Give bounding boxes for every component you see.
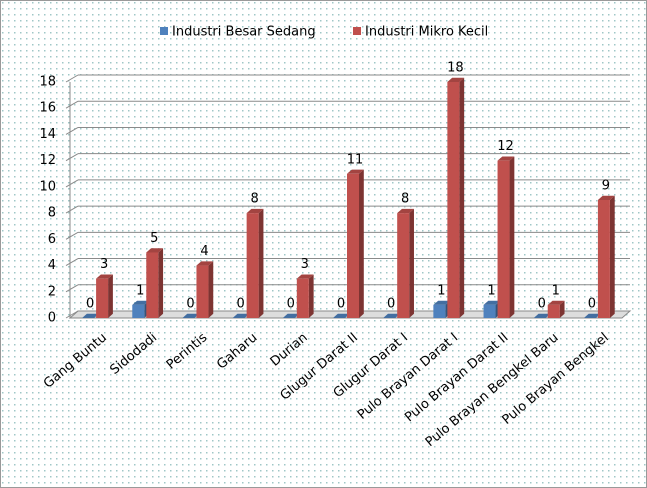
y-tick-label: 10 [39, 179, 56, 194]
bar-top [282, 313, 300, 318]
bar [497, 160, 510, 318]
bar-top [232, 313, 250, 318]
bar-top [597, 195, 615, 200]
y-tick-label: 16 [39, 101, 56, 116]
bar-top [533, 313, 551, 318]
bar-top [132, 300, 150, 305]
grid-slant [65, 205, 79, 214]
legend-label: Industri Besar Sedang [172, 25, 316, 40]
bar-top [497, 156, 515, 161]
bar-top [483, 300, 501, 305]
y-tick-label: 2 [48, 284, 56, 299]
bar-top [196, 261, 214, 266]
bar-top [146, 248, 164, 253]
bar-top [82, 313, 99, 318]
value-label: 0 [236, 297, 244, 312]
bar [196, 265, 209, 318]
grid-slant [65, 127, 79, 135]
bar [146, 252, 159, 318]
bar [96, 278, 109, 318]
bar-side [359, 169, 364, 318]
bar [246, 213, 259, 318]
grid-slant [65, 74, 79, 83]
bar-top [347, 169, 364, 174]
value-label: 0 [588, 297, 596, 312]
value-label: 11 [347, 152, 364, 167]
bar-top [296, 274, 314, 279]
grid-slant [65, 231, 79, 240]
value-label: 0 [337, 297, 345, 312]
legend-swatch [160, 27, 168, 35]
grid-slant [65, 153, 79, 162]
bar-side [459, 77, 465, 318]
bar [132, 304, 145, 318]
bar-top [383, 313, 400, 318]
bar-top [583, 313, 601, 318]
value-label: 3 [100, 257, 108, 272]
bar-top [447, 77, 465, 82]
value-label: 12 [497, 139, 514, 154]
value-label: 4 [200, 244, 208, 259]
bar-top [433, 300, 451, 305]
bar [547, 304, 560, 318]
bar-side [258, 208, 264, 318]
grid-slant [65, 258, 79, 266]
bar-top [182, 313, 200, 318]
bar-side [409, 208, 414, 318]
y-tick-label: 8 [48, 206, 56, 221]
value-label: 1 [552, 283, 560, 298]
y-tick-label: 6 [48, 232, 56, 247]
value-label: 0 [287, 297, 295, 312]
value-label: 9 [602, 179, 610, 194]
legend-label: Industri Mikro Kecil [365, 25, 488, 40]
value-label: 0 [387, 297, 395, 312]
value-label: 0 [538, 297, 546, 312]
bar-top [333, 313, 350, 318]
bar [447, 82, 460, 318]
grid-slant [65, 179, 79, 188]
value-label: 1 [487, 283, 495, 298]
bar-side [509, 156, 515, 318]
y-tick-label: 4 [48, 258, 56, 273]
bar-top [246, 208, 264, 214]
bar-side [609, 195, 615, 318]
value-label: 0 [186, 297, 194, 312]
value-label: 0 [86, 297, 94, 312]
bar-top [547, 300, 565, 305]
bar [597, 200, 610, 318]
value-label: 8 [401, 192, 409, 207]
bar-top [96, 274, 113, 279]
y-tick-label: 18 [39, 75, 56, 90]
y-tick-label: 14 [39, 127, 56, 142]
value-label: 3 [301, 257, 309, 272]
bar-side [208, 261, 214, 318]
value-label: 1 [437, 283, 445, 298]
bar [347, 173, 359, 318]
bar-side [108, 274, 113, 318]
bar [483, 304, 496, 318]
bar-top [397, 208, 414, 214]
bar [397, 213, 410, 318]
grid-slant [65, 310, 79, 319]
bar-side [308, 274, 314, 318]
bar [433, 304, 446, 318]
value-label: 8 [250, 192, 258, 207]
bar-side [559, 300, 565, 318]
value-label: 18 [447, 61, 464, 76]
bar [296, 278, 309, 318]
y-tick-label: 0 [48, 311, 56, 326]
bar-side [158, 248, 164, 318]
grid-slant [65, 100, 79, 109]
legend-swatch [353, 27, 361, 35]
y-tick-label: 12 [39, 153, 56, 168]
grid-slant [65, 284, 79, 293]
value-label: 1 [136, 283, 144, 298]
value-label: 5 [150, 231, 158, 246]
